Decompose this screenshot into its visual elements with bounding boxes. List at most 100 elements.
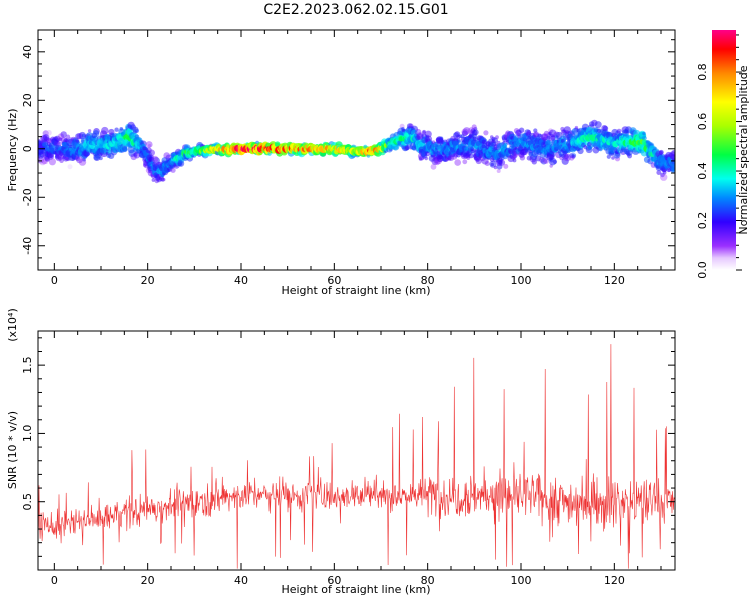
y-tick-label: 20	[21, 93, 34, 107]
snr-x-axis-label: Height of straight line (km)	[281, 583, 430, 596]
spectrogram-point	[641, 135, 647, 141]
spectrogram-point	[457, 140, 461, 144]
spectrogram-point	[60, 131, 67, 138]
spectrogram-point	[561, 157, 569, 165]
colorbar-label: Normalized spectral amplitude	[737, 65, 750, 234]
spectrogram-point	[672, 160, 675, 167]
spectrogram-point	[415, 135, 421, 141]
spectrogram-point	[512, 156, 516, 160]
spectrogram-point	[548, 129, 557, 138]
spectrogram-point	[151, 178, 156, 182]
spectrogram-point	[594, 121, 602, 129]
x-tick-label: 60	[327, 274, 341, 287]
spectrogram-point	[660, 173, 668, 181]
spectrogram-point	[563, 153, 571, 162]
y-tick-label: -20	[21, 188, 34, 206]
y-tick-label: 40	[21, 45, 34, 59]
spectrogram-point	[560, 126, 565, 132]
spectrogram-point	[155, 173, 160, 178]
spectrogram-y-axis-label: Frequency (Hz)	[6, 109, 19, 192]
spectrogram-y-ticks: -40 -20 0 20 40	[21, 39, 675, 271]
spectrogram-frame	[37, 29, 676, 271]
spectrogram-point	[471, 124, 477, 130]
spectrogram-point	[49, 147, 55, 153]
spectrogram-point	[484, 161, 490, 166]
spectrogram-point	[101, 126, 109, 135]
spectrogram-point	[483, 130, 489, 136]
spectrogram-point	[495, 135, 499, 140]
x-tick-label: 60	[327, 574, 341, 587]
spectrogram-point	[46, 129, 52, 136]
spectrogram-point	[518, 127, 525, 133]
snr-series-line	[38, 344, 675, 569]
x-tick-label: 0	[51, 274, 58, 287]
spectrogram-point	[489, 160, 497, 168]
spectrogram-point	[99, 156, 103, 161]
spectrogram-point	[119, 127, 124, 131]
x-tick-label: 120	[604, 274, 625, 287]
spectrogram-point	[58, 137, 63, 142]
spectrogram-point	[564, 154, 569, 160]
snr-y-axis-label: SNR (10 * v/v)	[6, 411, 19, 489]
spectrogram-point	[148, 149, 155, 157]
spectrogram-point	[475, 157, 482, 165]
x-tick-label: 100	[511, 274, 532, 287]
spectrogram-point	[462, 130, 468, 137]
spectrogram-point	[462, 159, 468, 165]
spectrogram-point	[134, 128, 139, 134]
spectrogram-point	[552, 159, 558, 164]
colorbar-tick-label: 0.6	[696, 113, 709, 130]
snr-y-multiplier: (x10⁴)	[6, 308, 19, 342]
spectrogram-point	[422, 129, 426, 134]
spectrogram-point	[473, 126, 478, 131]
spectrogram-point	[163, 152, 170, 159]
spectrogram-point	[447, 154, 455, 161]
spectrogram-point	[424, 156, 429, 161]
spectrogram-point	[574, 125, 579, 130]
spectrogram-point	[571, 154, 576, 159]
x-tick-label: 80	[421, 574, 435, 587]
spectrogram-point	[405, 146, 409, 151]
spectrogram-point	[463, 127, 471, 135]
spectrogram-point	[453, 141, 459, 147]
spectrogram-point	[611, 156, 615, 160]
x-tick-label: 20	[141, 574, 155, 587]
snr-x-ticks: 0 20 40 60 80 100 120	[51, 331, 662, 587]
y-tick-label: 0	[21, 145, 34, 152]
spectrogram-point	[656, 170, 662, 176]
spectrogram-point	[602, 125, 609, 132]
spectrogram-x-axis-label: Height of straight line (km)	[281, 284, 430, 297]
spectrogram-point	[58, 137, 63, 141]
spectrogram-point	[57, 156, 61, 160]
spectrogram-point	[537, 133, 542, 138]
spectrogram-point	[38, 156, 45, 164]
spectrogram-point	[75, 139, 79, 143]
spectrogram-point	[431, 157, 439, 165]
spectrogram-point	[162, 178, 166, 182]
snr-panel: 0 20 40 60 80 100 120 0.5 1.0 1.5 Height of stra…	[6, 308, 676, 596]
colorbar-tick-label: 0.4	[696, 162, 709, 180]
spectrogram-point	[526, 155, 532, 161]
spectrogram-point	[424, 130, 432, 138]
spectrogram-point	[519, 155, 526, 161]
spectrogram-point	[535, 155, 542, 162]
spectrogram-point	[564, 153, 569, 159]
spectrogram-point	[425, 151, 431, 157]
spectrogram-point	[531, 159, 537, 165]
spectrogram-point	[415, 128, 422, 136]
x-tick-label: 40	[234, 274, 248, 287]
spectrogram-point	[145, 141, 153, 148]
spectrogram-point	[642, 131, 646, 136]
spectrogram-point	[54, 135, 61, 142]
spectrogram-point	[540, 157, 548, 165]
spectrogram-point	[430, 163, 437, 170]
spectrogram-point	[606, 154, 611, 159]
y-tick-label: 1.5	[21, 356, 34, 374]
spectrogram-point	[498, 159, 506, 166]
spectrogram-point	[81, 133, 86, 138]
spectrogram-point	[53, 140, 60, 147]
spectrogram-point	[114, 127, 119, 132]
spectrogram-point	[526, 130, 532, 135]
spectrogram-point	[44, 160, 48, 165]
x-tick-label: 20	[141, 274, 155, 287]
